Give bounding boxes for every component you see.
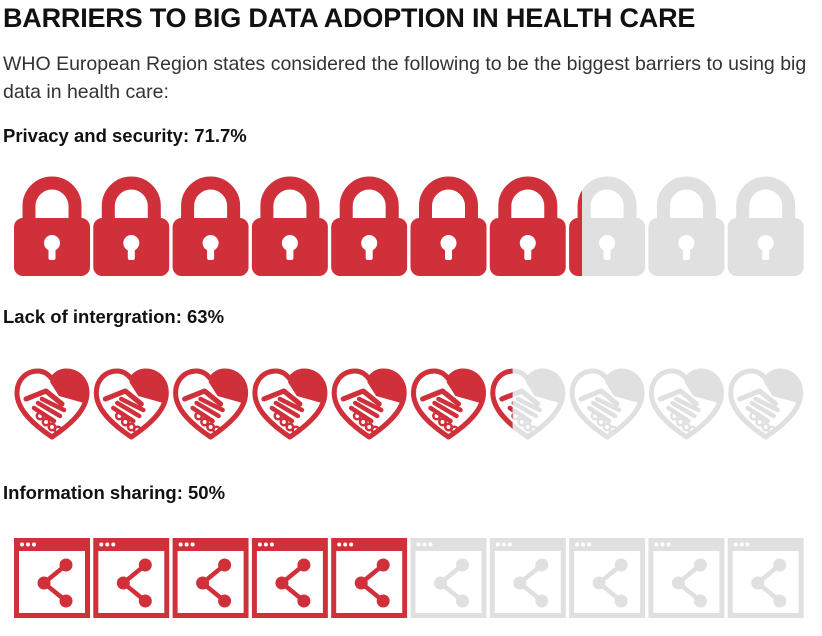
barrier-label-sharing: Information sharing: 50%	[3, 482, 226, 503]
barrier-label-integration: Lack of intergration: 63%	[3, 306, 225, 327]
lock-icon	[93, 176, 170, 276]
handshake-heart-icon	[173, 368, 249, 440]
handshake-heart-icon	[411, 368, 486, 440]
handshake-heart-icon	[728, 368, 804, 440]
category-label: Privacy and security	[3, 125, 183, 146]
lock-icon	[172, 176, 249, 276]
category-label: Information sharing	[3, 482, 177, 503]
share-window-icon	[172, 538, 249, 618]
share-window-icon	[727, 538, 804, 618]
value-label: 50%	[188, 482, 226, 503]
lock-icon	[331, 176, 408, 276]
lock-icon	[251, 176, 328, 276]
value-label: 63%	[187, 306, 225, 327]
chart-subtitle: WHO European Region states considered th…	[3, 53, 807, 103]
handshake-heart-icon	[93, 368, 169, 440]
chart-title: BARRIERS TO BIG DATA ADOPTION IN HEALTH …	[3, 3, 696, 33]
handshake-heart-icon	[569, 368, 645, 440]
share-window-icon	[410, 538, 487, 618]
handshake-heart-icon	[331, 368, 407, 440]
handshake-heart-icon	[14, 368, 90, 440]
handshake-heart-icon	[648, 368, 724, 440]
lock-icon	[569, 176, 646, 276]
handshake-icon-row	[14, 368, 804, 440]
lock-icon	[14, 176, 90, 276]
share-window-icon	[569, 538, 646, 618]
lock-icon	[648, 176, 725, 276]
share-window-icon	[251, 538, 328, 618]
share-icon-row	[14, 538, 804, 618]
share-window-icon	[331, 538, 408, 618]
lock-icon-row	[14, 176, 804, 276]
share-window-icon	[93, 538, 170, 618]
category-label: Lack of intergration	[3, 306, 176, 327]
share-window-icon	[489, 538, 566, 618]
lock-icon	[410, 176, 487, 276]
barrier-label-privacy: Privacy and security: 71.7%	[3, 125, 247, 146]
lock-icon	[727, 176, 804, 276]
share-window-icon	[648, 538, 725, 618]
handshake-heart-icon	[490, 368, 566, 440]
value-label: 71.7%	[194, 125, 247, 146]
lock-icon	[489, 176, 566, 276]
handshake-heart-icon	[252, 368, 328, 440]
share-window-icon	[14, 538, 90, 618]
